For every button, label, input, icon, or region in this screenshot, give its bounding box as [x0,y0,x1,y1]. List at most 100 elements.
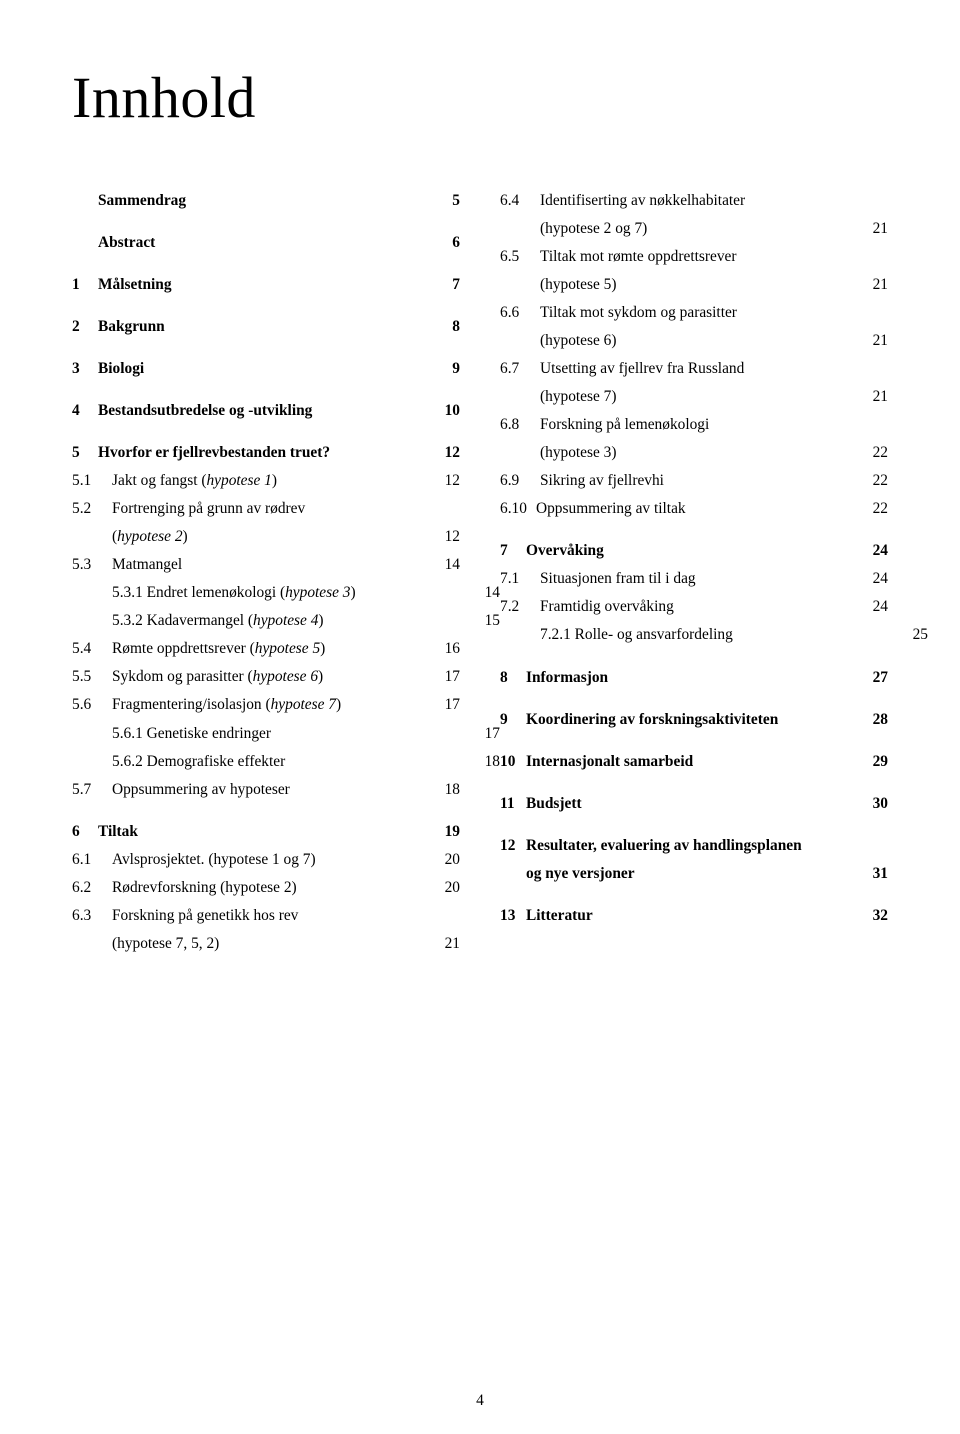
toc-entry: 7.1Situasjonen fram til i dag24 [500,565,888,593]
toc-entry-page: 17 [445,691,460,719]
toc-entry-number: 6.9 [500,467,540,495]
toc-entry-label: Informasjon [526,664,608,692]
toc-entry-page: 22 [873,467,888,495]
toc-entry-page: 18 [445,776,460,804]
toc-entry-label: Tiltak mot sykdom og parasitter [540,299,737,327]
toc-entry-number: 6.6 [500,299,540,327]
toc-entry-page: 24 [873,565,888,593]
toc-entry-label: Overvåking [526,537,604,565]
toc-entry-page: 24 [873,537,888,565]
toc-entry-number: 10 [500,748,526,776]
toc-entry: 7Overvåking 24 [500,537,888,565]
toc-entry-label: Jakt og fangst (hypotese 1) [112,467,277,495]
toc-entry-continuation: og nye versjoner31 [500,860,888,888]
toc-entry-label: Rødrevforskning (hypotese 2) [112,874,297,902]
toc-entry-label: (hypotese 7) [540,383,617,411]
toc-entry: 5.3.2 Kadavermangel (hypotese 4)15 [72,607,500,635]
toc-entry-number: 5.1 [72,467,112,495]
toc-entry-number: 2 [72,313,98,341]
toc-entry: 6.6Tiltak mot sykdom og parasitter [500,299,888,327]
toc-entry-page: 16 [445,635,460,663]
toc-entry: 5.3.1 Endret lemenøkologi (hypotese 3)14 [72,579,500,607]
toc-entry-label: Litteratur [526,902,593,930]
toc-entry: 6.2Rødrevforskning (hypotese 2)20 [72,874,460,902]
toc-entry: 5.1Jakt og fangst (hypotese 1)12 [72,467,460,495]
toc-entry-number: 6.7 [500,355,540,383]
toc-entry-page: 32 [873,902,888,930]
toc-entry-label: og nye versjoner [526,860,635,888]
toc-entry-label: Budsjett [526,790,582,818]
toc-entry-page: 12 [445,523,460,551]
toc-entry: 6.8Forskning på lemenøkologi [500,411,888,439]
toc-entry-page: 6 [452,229,460,257]
toc-entry: 6.7Utsetting av fjellrev fra Russland [500,355,888,383]
toc-entry-number: 7 [500,537,526,565]
toc-entry-label: Oppsummering av hypoteser [112,776,290,804]
toc-entry-page: 14 [445,551,460,579]
toc-entry-label: Tiltak [98,818,138,846]
toc-entry-label: Forskning på genetikk hos rev [112,902,298,930]
toc-entry: 5.6.2 Demografiske effekter 18 [72,748,500,776]
toc-entry: 5.6.1 Genetiske endringer17 [72,720,500,748]
toc-entry: 12Resultater, evaluering av handlingspla… [500,832,888,860]
toc-entry: 5.5Sykdom og parasitter (hypotese 6)17 [72,663,460,691]
toc-entry-page: 25 [913,621,928,649]
toc-entry-number: 5.5 [72,663,112,691]
page-title: Innhold [72,64,888,131]
toc-entry: 3Biologi9 [72,355,460,383]
toc-entry-number: 3 [72,355,98,383]
toc-entry-number: 6.5 [500,243,540,271]
toc-entry-label: (hypotese 3) [540,439,617,467]
toc-entry-page: 29 [873,748,888,776]
toc-entry-number: 12 [500,832,526,860]
toc-entry-label: (hypotese 2) [112,523,188,551]
toc-entry-page: 14 [485,579,500,607]
toc-entry-label: Fortrenging på grunn av rødrev [112,495,305,523]
toc-entry-label: Abstract [98,229,155,257]
toc-entry-page: 19 [445,818,460,846]
toc-entry-page: 28 [873,706,888,734]
toc-entry: 7.2.1 Rolle- og ansvarfordeling25 [500,621,928,649]
toc-entry-page: 24 [873,593,888,621]
page-number: 4 [0,1392,960,1410]
toc-entry-number: 5.4 [72,635,112,663]
toc-entry-number: 5.6 [72,691,112,719]
toc-entry-number: 8 [500,664,526,692]
toc-entry-label: (hypotese 2 og 7) [540,215,647,243]
toc-entry-continuation: (hypotese 2 og 7) 21 [500,215,888,243]
toc-entry-number: 6.4 [500,187,540,215]
toc-entry: 7.2Framtidig overvåking24 [500,593,888,621]
toc-entry-number: 6.2 [72,874,112,902]
toc-entry-continuation: (hypotese 7, 5, 2)21 [72,930,460,958]
toc-entry-label: 5.6.1 Genetiske endringer [112,720,271,748]
toc-entry-label: Situasjonen fram til i dag [540,565,696,593]
toc-entry-label: Matmangel [112,551,182,579]
toc-entry-page: 21 [873,327,888,355]
toc-entry-page: 21 [873,215,888,243]
toc-entry-page: 20 [445,846,460,874]
toc-entry: 5.4Rømte oppdrettsrever (hypotese 5) 16 [72,635,460,663]
toc-entry-number: 4 [72,397,98,425]
toc-entry-number: 6.10 [500,495,536,523]
toc-entry-page: 12 [445,439,460,467]
toc-entry-page: 18 [485,748,500,776]
toc-entry-continuation: (hypotese 2) 12 [72,523,460,551]
toc-entry-label: Framtidig overvåking [540,593,674,621]
toc-entry-italic: hypotese 1 [206,472,271,489]
toc-entry: 4Bestandsutbredelse og -utvikling10 [72,397,460,425]
toc-entry: 2Bakgrunn8 [72,313,460,341]
toc-entry-number: 1 [72,271,98,299]
toc-entry-number: 6.1 [72,846,112,874]
toc-entry-italic: hypotese 3 [285,584,350,601]
toc-entry-page: 8 [452,313,460,341]
toc-entry-italic: hypotese 5 [255,640,320,657]
toc-entry: 10Internasjonalt samarbeid29 [500,748,888,776]
toc-entry-label: Biologi [98,355,144,383]
toc-entry-label: Tiltak mot rømte oppdrettsrever [540,243,737,271]
toc-entry-label: Identifiserting av nøkkelhabitater [540,187,745,215]
toc-entry-page: 30 [873,790,888,818]
toc-entry: 5Hvorfor er fjellrevbestanden truet?12 [72,439,460,467]
toc-entry-label: Rømte oppdrettsrever (hypotese 5) [112,635,325,663]
toc-entry-continuation: (hypotese 6)21 [500,327,888,355]
toc-entry-label: 5.6.2 Demografiske effekter [112,748,285,776]
